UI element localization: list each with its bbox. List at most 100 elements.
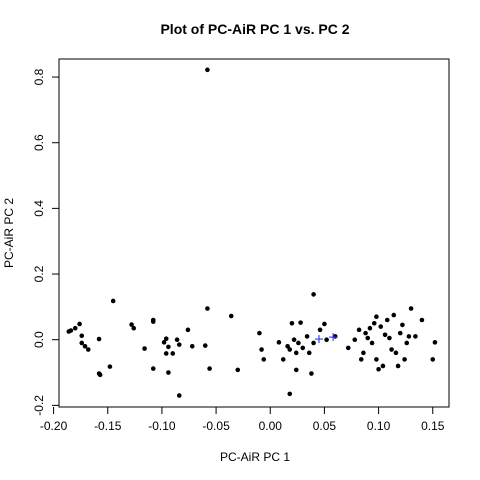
scatter-point [300, 346, 305, 351]
scatter-point [391, 313, 396, 318]
x-axis-label: PC-AiR PC 1 [220, 450, 290, 464]
scatter-point [86, 347, 91, 352]
scatter-point [333, 334, 338, 339]
y-tick-label: 0.0 [32, 331, 46, 348]
scatter-point [235, 368, 240, 373]
scatter-point [413, 334, 418, 339]
scatter-point [151, 366, 156, 371]
scatter-point [305, 334, 310, 339]
y-tick-label: 0.8 [32, 68, 46, 85]
scatter-point [365, 336, 370, 341]
scatter-point [404, 341, 409, 346]
scatter-point [292, 337, 297, 342]
scatter-point [281, 357, 286, 362]
scatter-point [257, 331, 262, 336]
scatter-point [294, 351, 299, 356]
scatter-point [166, 345, 171, 350]
scatter-point [77, 322, 82, 327]
scatter-point [368, 326, 373, 331]
scatter-point [374, 314, 379, 319]
scatter-point [164, 336, 169, 341]
scatter-point [324, 337, 329, 342]
scatter-point [376, 367, 381, 372]
scatter-point [318, 328, 323, 333]
scatter-point [372, 321, 377, 326]
scatter-point [207, 366, 212, 371]
scatter-point [381, 364, 386, 369]
chart-title: Plot of PC-AiR PC 1 vs. PC 2 [160, 21, 349, 37]
x-tick-label: -0.05 [202, 419, 230, 433]
y-axis-label: PC-AiR PC 2 [2, 198, 16, 268]
scatter-point [374, 357, 379, 362]
scatter-point [311, 292, 316, 297]
scatter-point [73, 326, 78, 331]
scatter-point [370, 341, 375, 346]
scatter-point [177, 342, 182, 347]
scatter-point [346, 346, 351, 351]
scatter-point [177, 393, 182, 398]
scatter-point [287, 347, 292, 352]
x-tick-label: 0.15 [421, 419, 445, 433]
scatter-point [383, 332, 388, 337]
scatter-point [378, 324, 383, 329]
scatter-point [205, 306, 210, 311]
x-tick-label: -0.20 [40, 419, 68, 433]
y-tick-label: 0.6 [32, 134, 46, 151]
scatter-point [79, 341, 84, 346]
scatter-point [352, 337, 357, 342]
scatter-point [203, 343, 208, 348]
scatter-point [83, 344, 88, 349]
x-tick-label: 0.00 [259, 419, 283, 433]
scatter-point [309, 371, 314, 376]
scatter-point [361, 351, 366, 356]
scatter-point [79, 333, 84, 338]
y-tick-label: -0.2 [32, 395, 46, 416]
x-tick-label: 0.05 [313, 419, 337, 433]
scatter-point [108, 364, 113, 369]
scatter-point [396, 364, 401, 369]
scatter-point [98, 373, 103, 378]
scatter-point [131, 326, 136, 331]
scatter-point [166, 370, 171, 375]
scatter-point [287, 392, 292, 397]
scatter-point [430, 357, 435, 362]
scatter-point [363, 331, 368, 336]
scatter-point [296, 341, 301, 346]
x-tick-label: -0.15 [94, 419, 122, 433]
x-tick-label: 0.10 [367, 419, 391, 433]
scatter-point [205, 68, 210, 73]
scatter-point [229, 314, 234, 319]
scatter-point [277, 340, 282, 345]
scatter-point [142, 346, 147, 351]
scatter-point [307, 351, 312, 356]
scatter-point [400, 323, 405, 328]
scatter-point [357, 328, 362, 333]
scatter-point [322, 322, 327, 327]
y-tick-label: 0.4 [32, 200, 46, 217]
scatter-point [290, 321, 295, 326]
scatter-point [190, 344, 195, 349]
scatter-point [359, 357, 364, 362]
scatter-point [151, 319, 156, 324]
scatter-point [111, 299, 116, 304]
scatter-point [175, 337, 180, 342]
scatter-point [261, 357, 266, 362]
scatter-point [311, 341, 316, 346]
scatter-point [186, 328, 191, 333]
scatter-point [294, 368, 299, 373]
scatter-point [170, 351, 175, 356]
scatter-point [385, 318, 390, 323]
scatter-point [394, 351, 399, 356]
scatter-point [407, 334, 412, 339]
scatter-point [420, 318, 425, 323]
scatter-point [402, 357, 407, 362]
scatter-point [298, 320, 303, 325]
scatter-point [398, 331, 403, 336]
scatter-point [389, 347, 394, 352]
scatter-point [387, 336, 392, 341]
scatter-point [433, 340, 438, 345]
scatter-point [164, 351, 169, 356]
scatter-point [409, 306, 414, 311]
